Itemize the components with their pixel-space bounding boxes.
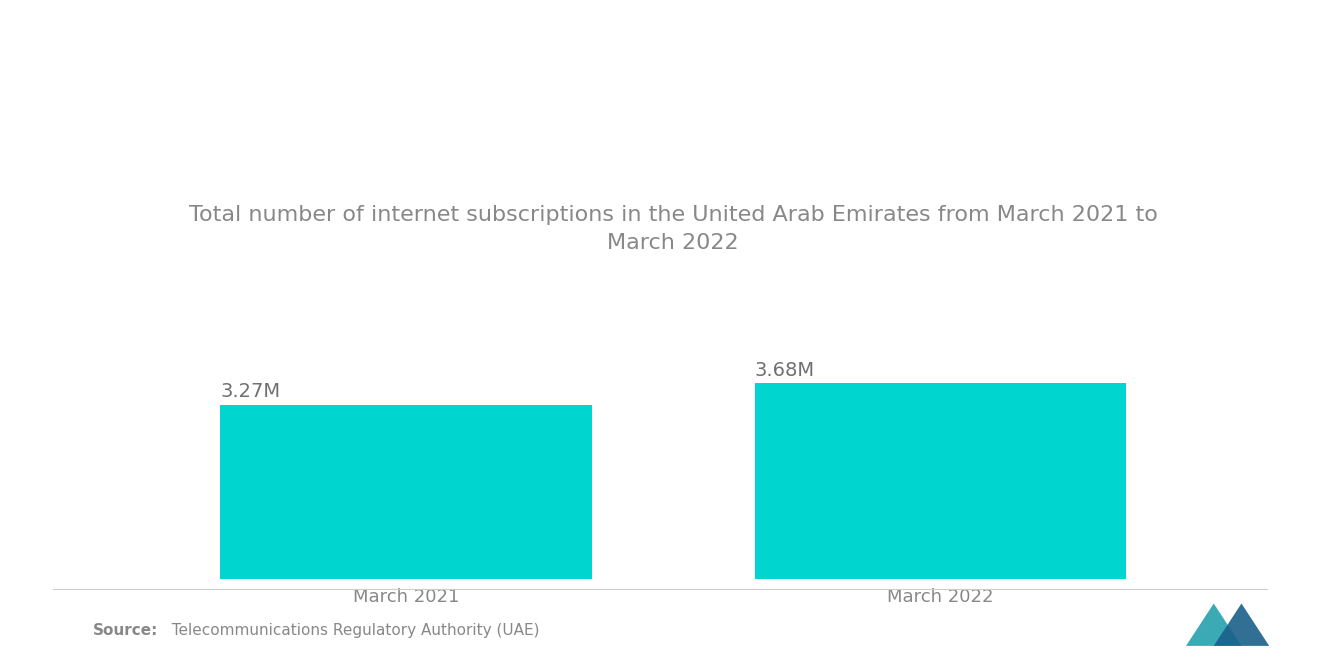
Text: 3.68M: 3.68M — [755, 360, 814, 380]
Bar — [755, 383, 1126, 579]
Text: Telecommunications Regulatory Authority (UAE): Telecommunications Regulatory Authority … — [162, 623, 540, 638]
Bar — [220, 404, 591, 579]
Title: Total number of internet subscriptions in the United Arab Emirates from March 20: Total number of internet subscriptions i… — [189, 205, 1158, 253]
Text: 3.27M: 3.27M — [220, 382, 280, 402]
Polygon shape — [1185, 604, 1241, 646]
Polygon shape — [1214, 604, 1270, 646]
Text: Source:: Source: — [92, 623, 158, 638]
